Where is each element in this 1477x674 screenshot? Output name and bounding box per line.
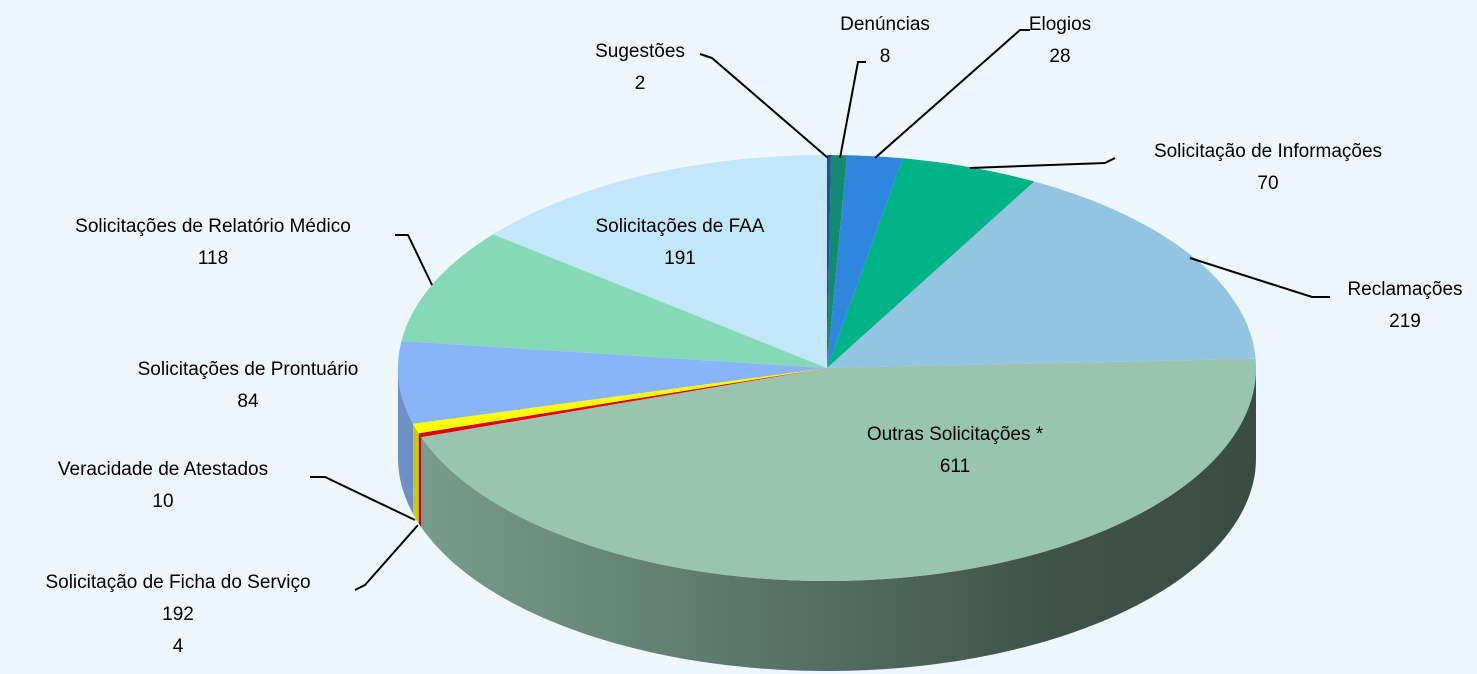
data-label: Veracidade de Atestados bbox=[58, 459, 268, 480]
value-label: 70 bbox=[1257, 173, 1278, 194]
value-label: 611 bbox=[940, 456, 970, 477]
value-label: 8 bbox=[880, 46, 891, 67]
slice bbox=[418, 368, 827, 438]
data-label: Sugestões bbox=[595, 41, 685, 62]
slice bbox=[827, 155, 847, 368]
slice bbox=[827, 181, 1256, 368]
leader-line bbox=[310, 476, 416, 521]
value-label: 28 bbox=[1049, 46, 1070, 67]
value-label: 2 bbox=[635, 73, 646, 94]
slice bbox=[827, 158, 1035, 368]
label-line: Denúncias bbox=[840, 14, 930, 35]
leader-line bbox=[874, 29, 1030, 159]
label-line: Solicitações de Prontuário bbox=[138, 359, 359, 380]
data-label: Reclamações bbox=[1347, 279, 1462, 300]
side-shade bbox=[398, 368, 1256, 671]
slice bbox=[398, 341, 827, 424]
data-label: Elogios bbox=[1029, 14, 1091, 35]
leader-line bbox=[395, 234, 433, 286]
label-line: Reclamações bbox=[1347, 279, 1462, 300]
label-line: Elogios bbox=[1029, 14, 1091, 35]
label-line: Veracidade de Atestados bbox=[58, 459, 268, 480]
leader-line bbox=[839, 61, 866, 159]
slice bbox=[493, 155, 827, 368]
slice bbox=[827, 155, 903, 368]
data-label: Solicitações de Relatório Médico bbox=[75, 216, 351, 237]
label-line: Solicitações de Relatório Médico bbox=[75, 216, 351, 237]
value-label: 10 bbox=[152, 491, 173, 512]
value-label: 219 bbox=[1389, 311, 1421, 332]
data-label: Outras Solicitações * bbox=[867, 424, 1044, 445]
data-label: Denúncias bbox=[840, 14, 930, 35]
value-label: 84 bbox=[237, 391, 259, 412]
leader-line bbox=[969, 157, 1116, 169]
value-label: 118 bbox=[198, 248, 228, 269]
label-line: Sugestões bbox=[595, 41, 685, 62]
leader-line bbox=[354, 524, 419, 591]
data-label: Solicitação de Ficha do Serviço 192 bbox=[45, 572, 310, 625]
label-line: Solicitações de FAA bbox=[596, 216, 765, 237]
data-label: Solicitação de Informações bbox=[1154, 141, 1382, 162]
data-label: Solicitações de FAA bbox=[596, 216, 765, 237]
leader-line bbox=[1189, 257, 1330, 298]
label-line: Solicitação de Informações bbox=[1154, 141, 1382, 162]
value-label: 4 bbox=[173, 636, 184, 657]
slice bbox=[401, 234, 827, 368]
data-label: Solicitações de Prontuário bbox=[138, 359, 359, 380]
slice bbox=[421, 358, 1256, 581]
label-line: 192 bbox=[162, 604, 194, 625]
label-line: Outras Solicitações * bbox=[867, 424, 1044, 445]
slice bbox=[413, 368, 827, 434]
leader-line bbox=[699, 53, 829, 159]
value-label: 191 bbox=[664, 248, 696, 269]
label-line: Solicitação de Ficha do Serviço bbox=[45, 572, 310, 593]
